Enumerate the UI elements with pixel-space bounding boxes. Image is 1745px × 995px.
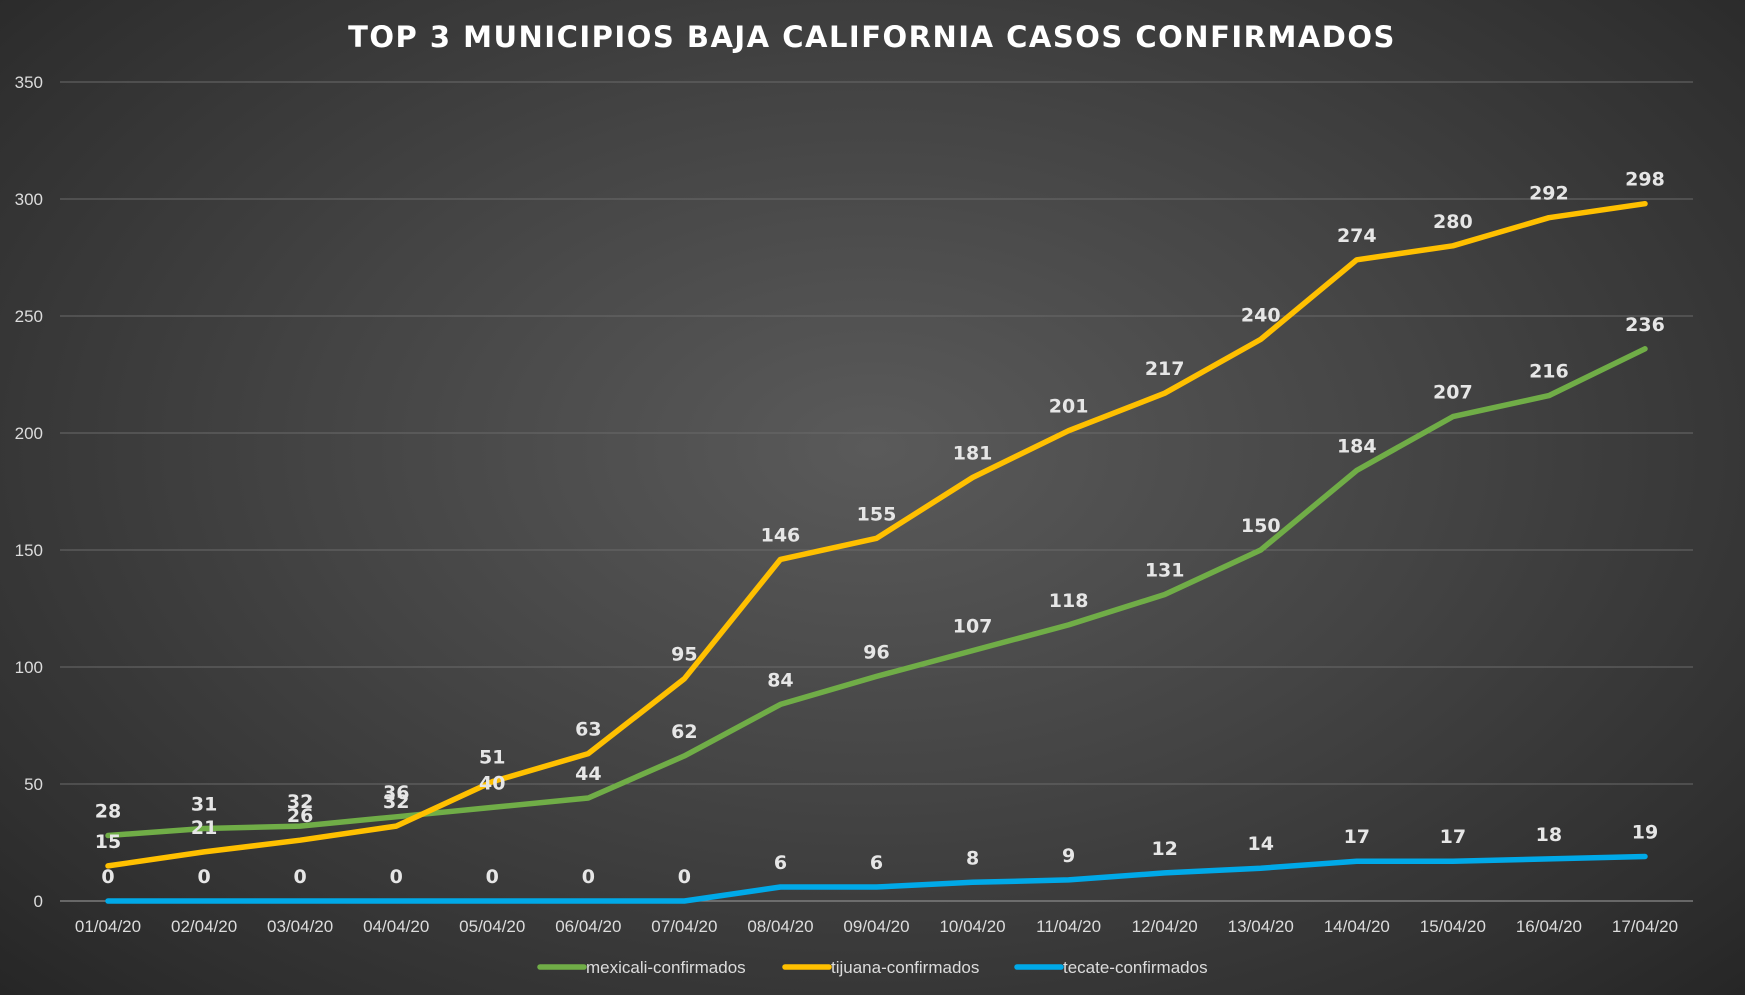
series-line-mexicali-confirmados [105, 346, 1648, 839]
data-label-tecate-confirmados: 0 [294, 866, 307, 888]
data-label-mexicali-confirmados: 216 [1529, 361, 1569, 383]
data-label-tecate-confirmados: 9 [1062, 845, 1075, 867]
y-tick-label: 50 [24, 775, 43, 794]
chart-title: TOP 3 MUNICIPIOS BAJA CALIFORNIA CASOS C… [348, 20, 1396, 54]
data-label-mexicali-confirmados: 107 [953, 616, 993, 638]
x-axis: 01/04/20 02/04/20 03/04/20 04/04/20 05/04/20… [60, 900, 1693, 936]
data-label-tijuana-confirmados: 298 [1625, 169, 1665, 191]
x-tick-label: 07/04/20 [651, 917, 717, 936]
x-tick-label: 02/04/20 [171, 917, 237, 936]
data-label-tecate-confirmados: 12 [1151, 838, 1177, 860]
data-label-tijuana-confirmados: 280 [1433, 211, 1473, 233]
data-label-tecate-confirmados: 0 [582, 866, 595, 888]
x-tick-label: 14/04/20 [1324, 917, 1390, 936]
data-label-mexicali-confirmados: 84 [767, 669, 793, 691]
x-tick-label: 13/04/20 [1228, 917, 1294, 936]
series-line-tijuana-confirmados [105, 200, 1648, 869]
y-tick-label: 350 [15, 73, 43, 92]
y-tick-label: 100 [15, 658, 43, 677]
data-label-tijuana-confirmados: 26 [287, 805, 313, 827]
data-label-tijuana-confirmados: 95 [671, 644, 697, 666]
y-tick-label: 0 [34, 892, 43, 911]
x-tick-label: 03/04/20 [267, 917, 333, 936]
x-tick-label: 01/04/20 [75, 917, 141, 936]
x-tick-label: 12/04/20 [1132, 917, 1198, 936]
x-tick-label: 08/04/20 [747, 917, 813, 936]
data-label-tijuana-confirmados: 21 [191, 817, 217, 839]
series-lines [105, 200, 1648, 904]
y-tick-label: 200 [15, 424, 43, 443]
legend: mexicali-confirmados tijuana-confirmados t… [537, 958, 1208, 977]
x-tick-label: 17/04/20 [1612, 917, 1678, 936]
data-label-mexicali-confirmados: 44 [575, 763, 601, 785]
x-tick-label: 15/04/20 [1420, 917, 1486, 936]
data-label-tecate-confirmados: 19 [1632, 822, 1658, 844]
y-tick-label: 300 [15, 190, 43, 209]
data-label-tijuana-confirmados: 292 [1529, 183, 1569, 205]
data-label-tecate-confirmados: 0 [197, 866, 210, 888]
data-label-tecate-confirmados: 18 [1536, 824, 1562, 846]
data-label-tecate-confirmados: 8 [966, 847, 979, 869]
data-label-mexicali-confirmados: 31 [191, 793, 217, 815]
data-label-mexicali-confirmados: 28 [95, 800, 121, 822]
data-label-mexicali-confirmados: 150 [1241, 515, 1281, 537]
data-label-tijuana-confirmados: 274 [1337, 225, 1377, 247]
data-label-tecate-confirmados: 14 [1248, 833, 1274, 855]
legend-label-tijuana-confirmados: tijuana-confirmados [831, 958, 979, 977]
data-label-tecate-confirmados: 17 [1440, 826, 1466, 848]
x-tick-label: 11/04/20 [1036, 917, 1101, 936]
x-tick-label: 05/04/20 [459, 917, 525, 936]
data-label-tijuana-confirmados: 240 [1241, 304, 1281, 326]
data-label-tijuana-confirmados: 201 [1049, 396, 1089, 418]
data-label-mexicali-confirmados: 32 [287, 791, 313, 813]
data-label-tijuana-confirmados: 51 [479, 747, 505, 769]
data-label-tecate-confirmados: 0 [678, 866, 691, 888]
legend-label-tecate-confirmados: tecate-confirmados [1063, 958, 1208, 977]
data-label-tecate-confirmados: 6 [870, 852, 883, 874]
data-label-tecate-confirmados: 0 [390, 866, 403, 888]
data-label-mexicali-confirmados: 207 [1433, 382, 1473, 404]
data-label-mexicali-confirmados: 184 [1337, 435, 1377, 457]
data-label-tijuana-confirmados: 155 [857, 503, 897, 525]
x-tick-label: 09/04/20 [843, 917, 909, 936]
x-tick-label: 10/04/20 [939, 917, 1005, 936]
data-label-mexicali-confirmados: 236 [1625, 314, 1665, 336]
data-labels: 28 31 32 36 40 446284961071181311501842072162… [95, 169, 1665, 888]
y-tick-label: 250 [15, 307, 43, 326]
data-label-tecate-confirmados: 0 [486, 866, 499, 888]
data-label-tecate-confirmados: 17 [1344, 826, 1370, 848]
data-label-mexicali-confirmados: 118 [1049, 590, 1089, 612]
data-label-tecate-confirmados: 6 [774, 852, 787, 874]
data-label-mexicali-confirmados: 131 [1145, 559, 1185, 581]
x-tick-label: 16/04/20 [1516, 917, 1582, 936]
gridlines [60, 81, 1693, 902]
data-label-tijuana-confirmados: 146 [761, 524, 801, 546]
y-tick-label: 150 [15, 541, 43, 560]
legend-label-mexicali-confirmados: mexicali-confirmados [586, 958, 746, 977]
data-label-tijuana-confirmados: 32 [383, 791, 409, 813]
x-tick-label: 06/04/20 [555, 917, 621, 936]
series-line-tecate-confirmados [105, 853, 1648, 904]
data-label-tijuana-confirmados: 15 [95, 831, 121, 853]
data-label-mexicali-confirmados: 96 [863, 641, 889, 663]
y-axis: 0 50 100 150 200 250 300 350 [15, 73, 43, 911]
data-label-mexicali-confirmados: 40 [479, 772, 505, 794]
x-tick-label: 04/04/20 [363, 917, 429, 936]
data-label-tijuana-confirmados: 217 [1145, 358, 1185, 380]
data-label-tecate-confirmados: 0 [101, 866, 114, 888]
data-label-mexicali-confirmados: 36 [383, 782, 409, 804]
data-label-tijuana-confirmados: 181 [953, 442, 993, 464]
data-label-mexicali-confirmados: 62 [671, 721, 697, 743]
data-label-tijuana-confirmados: 63 [575, 719, 601, 741]
